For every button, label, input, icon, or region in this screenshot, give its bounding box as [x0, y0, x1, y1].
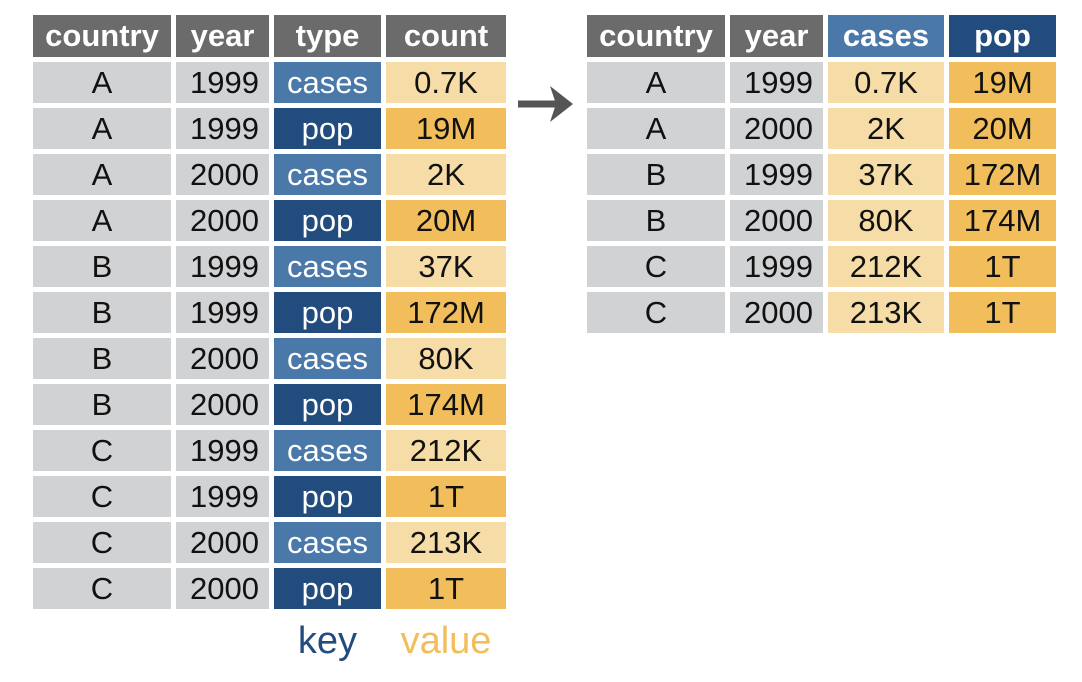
cell-country: A — [33, 62, 171, 103]
cell-country: C — [33, 430, 171, 471]
cell-country: A — [33, 154, 171, 195]
cell-count: 37K — [386, 246, 506, 287]
wide-table: country year cases pop A 1999 0.7K 19M A 2000… — [587, 15, 1056, 333]
cell-count: 174M — [386, 384, 506, 425]
cell-year: 1999 — [176, 108, 269, 149]
cell-pop: 1T — [949, 292, 1056, 333]
cell-type: cases — [274, 430, 381, 471]
cell-type: cases — [274, 338, 381, 379]
column-header-country: country — [33, 15, 171, 57]
column-header-year: year — [176, 15, 269, 57]
cell-cases: 2K — [828, 108, 944, 149]
cell-count: 80K — [386, 338, 506, 379]
cell-pop: 172M — [949, 154, 1056, 195]
cell-count: 2K — [386, 154, 506, 195]
cell-country: A — [33, 200, 171, 241]
cell-country: B — [587, 154, 725, 195]
column-header-cases: cases — [828, 15, 944, 57]
cell-year: 2000 — [730, 200, 823, 241]
cell-country: C — [33, 476, 171, 517]
column-header-year: year — [730, 15, 823, 57]
cell-year: 1999 — [176, 476, 269, 517]
cell-year: 2000 — [176, 338, 269, 379]
cell-count: 213K — [386, 522, 506, 563]
cell-year: 2000 — [730, 108, 823, 149]
cell-pop: 1T — [949, 246, 1056, 287]
cell-type: cases — [274, 154, 381, 195]
cell-country: B — [33, 292, 171, 333]
cell-count: 1T — [386, 568, 506, 609]
cell-year: 2000 — [176, 522, 269, 563]
cell-country: C — [587, 246, 725, 287]
long-table: country year type count A 1999 cases 0.7K A 1… — [33, 15, 506, 609]
cell-pop: 174M — [949, 200, 1056, 241]
cell-count: 1T — [386, 476, 506, 517]
cell-year: 1999 — [730, 246, 823, 287]
cell-pop: 20M — [949, 108, 1056, 149]
cell-type: cases — [274, 522, 381, 563]
cell-count: 20M — [386, 200, 506, 241]
cell-country: B — [33, 246, 171, 287]
cell-count: 172M — [386, 292, 506, 333]
cell-year: 2000 — [176, 154, 269, 195]
value-label: value — [400, 620, 492, 662]
cell-country: B — [33, 338, 171, 379]
cell-type: cases — [274, 62, 381, 103]
cell-type: pop — [274, 292, 381, 333]
cell-cases: 213K — [828, 292, 944, 333]
cell-year: 1999 — [176, 292, 269, 333]
cell-type: cases — [274, 246, 381, 287]
cell-type: pop — [274, 568, 381, 609]
cell-year: 2000 — [176, 568, 269, 609]
cell-type: pop — [274, 384, 381, 425]
cell-type: pop — [274, 200, 381, 241]
cell-pop: 19M — [949, 62, 1056, 103]
cell-year: 2000 — [730, 292, 823, 333]
cell-year: 1999 — [730, 62, 823, 103]
cell-country: A — [587, 62, 725, 103]
key-label: key — [297, 620, 358, 662]
cell-cases: 37K — [828, 154, 944, 195]
column-header-pop: pop — [949, 15, 1056, 57]
cell-year: 2000 — [176, 200, 269, 241]
cell-count: 212K — [386, 430, 506, 471]
cell-country: B — [33, 384, 171, 425]
cell-year: 1999 — [176, 62, 269, 103]
cell-country: C — [587, 292, 725, 333]
cell-country: C — [33, 522, 171, 563]
column-header-type: type — [274, 15, 381, 57]
cell-country: A — [33, 108, 171, 149]
cell-country: A — [587, 108, 725, 149]
cell-count: 0.7K — [386, 62, 506, 103]
cell-type: pop — [274, 108, 381, 149]
cell-year: 1999 — [176, 246, 269, 287]
cell-year: 2000 — [176, 384, 269, 425]
cell-cases: 0.7K — [828, 62, 944, 103]
arrow-right-icon — [518, 86, 573, 122]
cell-cases: 212K — [828, 246, 944, 287]
cell-country: B — [587, 200, 725, 241]
column-header-country: country — [587, 15, 725, 57]
cell-year: 1999 — [176, 430, 269, 471]
cell-country: C — [33, 568, 171, 609]
cell-cases: 80K — [828, 200, 944, 241]
cell-count: 19M — [386, 108, 506, 149]
column-header-count: count — [386, 15, 506, 57]
cell-type: pop — [274, 476, 381, 517]
cell-year: 1999 — [730, 154, 823, 195]
